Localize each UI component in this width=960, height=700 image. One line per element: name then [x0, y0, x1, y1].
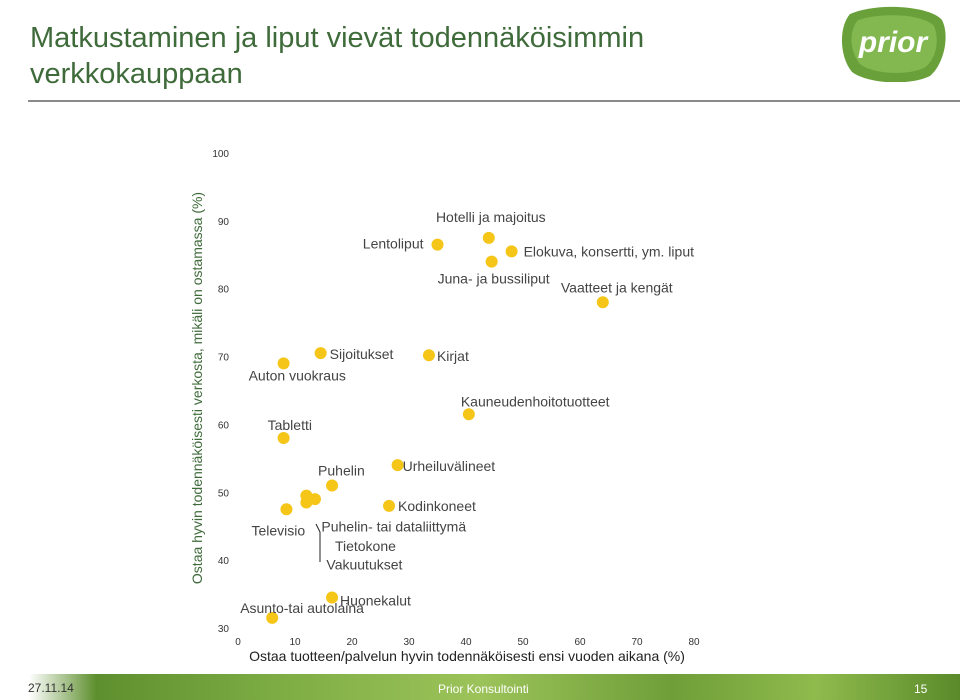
x-tick-label: 80	[688, 637, 700, 648]
data-point	[596, 296, 609, 309]
y-axis-label: Ostaa hyvin todennäköisesti verkosta, mi…	[189, 192, 205, 584]
x-tick-label: 0	[235, 637, 241, 648]
y-tick-label: 80	[218, 285, 230, 296]
data-point-label: Elokuva, konsertti, ym. liput	[524, 243, 695, 259]
slide-title: Matkustaminen ja liput vievät todennäköi…	[30, 22, 645, 90]
data-point	[485, 255, 498, 268]
y-tick-label: 60	[218, 420, 230, 431]
footer-date: 27.11.14	[28, 681, 74, 695]
y-tick-label: 50	[218, 488, 230, 499]
data-point-label: Vakuutukset	[326, 556, 402, 572]
data-point	[422, 349, 435, 362]
footer-company: Prior Konsultointi	[438, 682, 529, 696]
data-point	[300, 496, 313, 509]
y-tick-label: 100	[212, 149, 229, 160]
data-point-label: Auton vuokraus	[249, 367, 346, 383]
data-point-label: Televisio	[251, 522, 305, 538]
data-point	[431, 238, 444, 251]
data-point	[314, 347, 327, 360]
x-tick-label: 10	[289, 637, 301, 648]
title-divider	[28, 100, 960, 102]
page-number: 15	[914, 682, 928, 696]
x-tick-label: 30	[403, 637, 415, 648]
footer-band	[0, 674, 960, 700]
prior-logo: prior	[841, 6, 946, 82]
data-point-label: Vaatteet ja kengät	[561, 279, 673, 295]
y-tick-label: 40	[218, 556, 230, 567]
x-tick-label: 20	[346, 637, 358, 648]
data-point	[462, 408, 475, 421]
data-point-label: Huonekalut	[340, 592, 411, 608]
data-point-label: Tabletti	[268, 417, 312, 433]
data-point	[326, 591, 339, 604]
data-point-label: Lentoliput	[363, 236, 424, 252]
label-leader-line	[315, 523, 321, 562]
footer: 27.11.14 Prior Konsultointi 15	[0, 674, 960, 700]
data-point-label: Kodinkoneet	[398, 498, 476, 514]
data-point	[326, 479, 339, 492]
data-point-label: Urheiluvälineet	[403, 458, 496, 474]
data-point	[505, 245, 518, 258]
data-point-label: Kirjat	[437, 348, 469, 364]
x-axis-label: Ostaa tuotteen/palvelun hyvin todennäköi…	[249, 648, 685, 664]
x-tick-label: 60	[574, 637, 586, 648]
data-point-label: Juna- ja bussiliput	[438, 271, 550, 287]
x-tick-label: 70	[631, 637, 643, 648]
data-point-label: Puhelin- tai dataliittymä	[321, 519, 466, 535]
data-point-label: Tietokone	[335, 538, 396, 554]
y-tick-label: 30	[218, 624, 230, 635]
data-point-label: Puhelin	[318, 463, 365, 479]
data-point	[383, 499, 396, 512]
svg-text:prior: prior	[858, 26, 930, 59]
data-point	[277, 357, 290, 370]
data-point-label: Asunto-tai autolaina	[240, 600, 364, 616]
data-point-label: Hotelli ja majoitus	[436, 209, 546, 225]
y-tick-label: 90	[218, 217, 230, 228]
data-point	[266, 611, 279, 624]
x-tick-label: 50	[517, 637, 529, 648]
y-tick-label: 70	[218, 353, 230, 364]
data-point	[277, 432, 290, 444]
data-point-label: Sijoitukset	[330, 346, 394, 362]
data-point	[391, 459, 404, 472]
data-point-label: Kauneudenhoitotuotteet	[461, 393, 610, 409]
data-point	[280, 503, 293, 516]
x-tick-label: 40	[460, 637, 472, 648]
data-point	[482, 231, 495, 244]
